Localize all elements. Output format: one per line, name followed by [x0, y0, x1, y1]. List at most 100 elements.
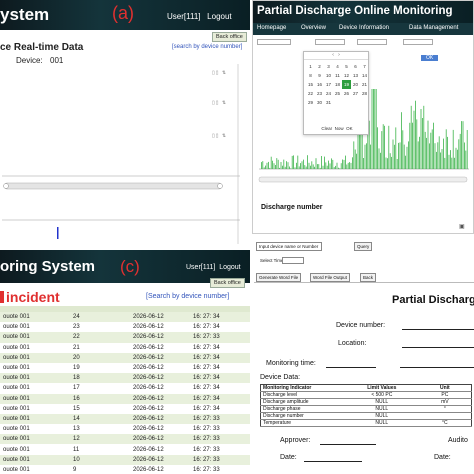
panel-a-slider-handle-right[interactable] [217, 183, 223, 189]
calendar-now-button[interactable]: Now [334, 126, 344, 131]
discharge-bar [436, 151, 437, 169]
panel-d-time-select[interactable] [282, 257, 304, 264]
nav-data-management[interactable]: Data Management [409, 25, 459, 31]
panel-d-generate-word-button[interactable]: Generate Word File [256, 273, 302, 282]
table-row[interactable]: ouote 001 11 2026-06-12 16: 27: 33 [0, 444, 250, 455]
panel-a-user[interactable]: User[111] [167, 12, 201, 21]
nav-device-information[interactable]: Device Information [339, 25, 390, 31]
discharge-bar [294, 167, 296, 169]
table-row[interactable]: ouote 001 23 2026-06-12 16: 27: 34 [0, 322, 250, 333]
calendar-day[interactable]: 17 [325, 82, 331, 87]
discharge-bar [324, 156, 325, 169]
table-row[interactable]: ouote 001 9 2026-06-12 16: 27: 33 [0, 464, 250, 474]
table-row[interactable]: ouote 001 24 2026-06-12 16: 27: 34 [0, 312, 250, 323]
panel-c-system-title: oring System [0, 258, 96, 275]
panel-a-zoom-slider[interactable] [3, 182, 223, 190]
table-cell-dev: ouote 001 [3, 436, 30, 443]
calendar-day[interactable]: 24 [325, 91, 331, 96]
table-row[interactable]: ouote 001 17 2026-06-12 16: 27: 34 [0, 383, 250, 394]
calendar-day[interactable]: 14 [361, 73, 367, 78]
panel-a-search-link[interactable]: [search by device number] [172, 44, 243, 50]
panel-d-device-input[interactable]: Input device name or Number [256, 242, 322, 251]
discharge-bar [426, 137, 427, 169]
discharge-bar [448, 154, 450, 169]
calendar-day[interactable]: 15 [307, 82, 313, 87]
calendar-day[interactable]: 5 [345, 64, 348, 69]
filter-select-4[interactable] [403, 39, 433, 45]
table-row[interactable]: ouote 001 16 2026-06-12 16: 27: 34 [0, 393, 250, 404]
panel-c-logout-button[interactable]: Logout [219, 264, 241, 271]
calendar-day[interactable]: 27 [352, 91, 358, 96]
table-row[interactable]: ouote 001 15 2026-06-12 16: 27: 34 [0, 403, 250, 414]
nav-overview[interactable]: Overview [301, 25, 327, 31]
panel-a-slider-handle-left[interactable] [3, 183, 9, 189]
panel-b-zoom-slider[interactable] [258, 176, 468, 183]
nav-homepage[interactable]: Homepage [257, 25, 287, 31]
filter-select-2[interactable] [315, 39, 345, 45]
calendar-day[interactable]: 2 [318, 64, 321, 69]
calendar-day[interactable]: 4 [336, 64, 339, 69]
discharge-bar [413, 110, 415, 169]
table-row[interactable]: ouote 001 10 2026-06-12 16: 27: 33 [0, 454, 250, 465]
filter-select-1[interactable] [257, 39, 291, 45]
discharge-bar [441, 149, 443, 169]
discharge-bar [339, 168, 341, 169]
calendar-day[interactable]: 16 [316, 82, 322, 87]
panel-a-logout-button[interactable]: Logout [207, 12, 232, 21]
panel-d-back-button[interactable]: Back [360, 273, 377, 282]
calendar-ok-button[interactable]: OK [346, 126, 353, 131]
panel-c-search-link[interactable]: [Search by device number] [146, 293, 230, 300]
discharge-bar [328, 160, 329, 169]
panel-a-back-office-button[interactable]: Back office [212, 32, 247, 42]
calendar-clear-button[interactable]: Clear [321, 126, 333, 131]
calendar-day[interactable]: 6 [354, 64, 357, 69]
discharge-bar [311, 161, 313, 169]
discharge-bar [457, 149, 458, 169]
calendar-day[interactable]: 20 [352, 82, 358, 87]
panel-b-header: Partial Discharge Online Monitoring [253, 1, 473, 23]
calendar-day[interactable]: 28 [361, 91, 367, 96]
calendar-day[interactable]: 30 [316, 100, 322, 105]
panel-d-query-button[interactable]: Query [354, 242, 373, 251]
panel-c-user[interactable]: User[111] [186, 264, 216, 271]
panel-a-toolbox-icon[interactable]: ▯▯ ⇅ [212, 70, 228, 76]
calendar-day[interactable]: 31 [325, 100, 331, 105]
calendar-day[interactable]: 25 [334, 91, 340, 96]
table-cell-time: 16: 27: 34 [193, 324, 220, 331]
panel-a-toolbox-icon-3[interactable]: ▯▯ ⇅ [212, 133, 228, 139]
discharge-bar [283, 159, 285, 169]
calendar-day[interactable]: 11 [335, 73, 340, 78]
calendar-day[interactable]: 3 [327, 64, 330, 69]
panel-d-word-output-button[interactable]: Word File Output [310, 273, 350, 282]
calendar-day[interactable]: 10 [325, 73, 331, 78]
calendar-day[interactable]: 19 [342, 80, 351, 89]
calendar-day[interactable]: 1 [309, 64, 312, 69]
panel-a-toolbox-icon-2[interactable]: ▯▯ ⇅ [212, 100, 228, 106]
table-row[interactable]: ouote 001 21 2026-06-12 16: 27: 34 [0, 342, 250, 353]
table-row[interactable]: ouote 001 18 2026-06-12 16: 27: 34 [0, 373, 250, 384]
table-row[interactable]: ouote 001 13 2026-06-12 16: 27: 33 [0, 424, 250, 435]
calendar-day[interactable]: 8 [309, 73, 312, 78]
panel-d-document [254, 282, 474, 474]
calendar-day[interactable]: 12 [343, 73, 349, 78]
filter-select-3[interactable] [357, 39, 387, 45]
discharge-bar [353, 141, 355, 169]
calendar-day[interactable]: 23 [316, 91, 322, 96]
panel-c-back-office-button[interactable]: Back office [210, 278, 245, 288]
calendar-day[interactable]: 18 [334, 82, 340, 87]
table-row[interactable]: ouote 001 14 2026-06-12 16: 27: 33 [0, 413, 250, 425]
calendar-day[interactable]: 9 [318, 73, 321, 78]
calendar-day[interactable]: 22 [307, 91, 313, 96]
table-row[interactable]: ouote 001 20 2026-06-12 16: 27: 34 [0, 352, 250, 363]
calendar-day[interactable]: 26 [343, 91, 349, 96]
calendar-day[interactable]: 13 [352, 73, 358, 78]
table-row[interactable]: ouote 001 22 2026-06-12 16: 27: 33 [0, 332, 250, 343]
table-row[interactable]: ouote 001 12 2026-06-12 16: 27: 33 [0, 434, 250, 445]
calendar-day[interactable]: 7 [363, 64, 366, 69]
panel-d-date-label: Date: [280, 454, 297, 461]
panel-b-ok-button[interactable]: OK [421, 55, 439, 61]
calendar-day[interactable]: 21 [361, 82, 367, 87]
calendar-day[interactable]: 29 [307, 100, 313, 105]
panel-b-scroll-icon[interactable]: ▣ [459, 224, 465, 230]
table-row[interactable]: ouote 001 19 2026-06-12 16: 27: 34 [0, 362, 250, 374]
